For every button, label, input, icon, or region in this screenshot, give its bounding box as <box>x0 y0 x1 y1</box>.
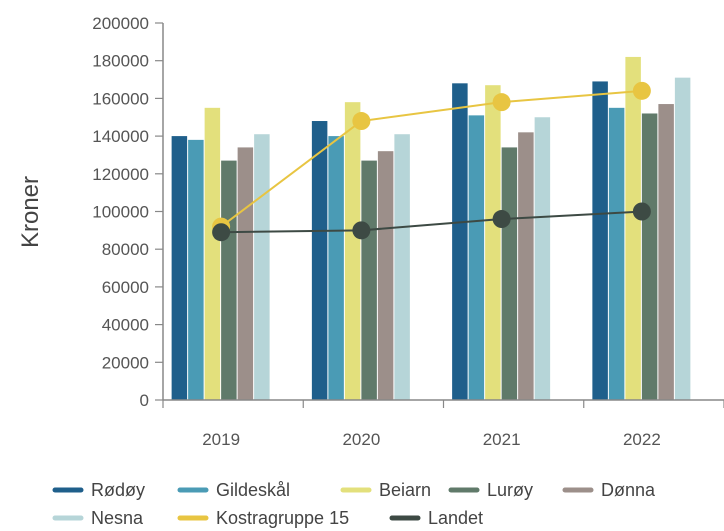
y-tick-label: 120000 <box>92 165 149 184</box>
bar <box>452 83 468 400</box>
bar <box>674 77 691 400</box>
series-point <box>212 223 231 242</box>
legend-label: Landet <box>428 508 483 528</box>
bar <box>468 115 485 401</box>
x-axis: 2019 2020 2021 2022 <box>162 399 724 449</box>
legend-label: Dønna <box>601 480 656 500</box>
bar <box>658 104 674 401</box>
bar <box>328 136 344 400</box>
series-point <box>352 112 371 131</box>
legend-label: Rødøy <box>91 480 145 500</box>
bar-group <box>171 56 691 401</box>
series-point <box>632 202 651 221</box>
y-tick-label: 40000 <box>102 316 149 335</box>
x-tick-label: 2022 <box>623 430 661 449</box>
y-tick-label: 160000 <box>92 89 149 108</box>
bar <box>501 147 518 400</box>
series-line <box>221 210 642 234</box>
y-axis-title: Kroner <box>17 176 44 248</box>
series-line <box>220 89 642 228</box>
bar <box>534 117 551 400</box>
y-tick-label: 140000 <box>92 127 149 146</box>
series-point <box>632 81 651 100</box>
bar <box>344 102 361 401</box>
bar <box>485 85 501 400</box>
legend-label: Lurøy <box>487 480 533 500</box>
bar <box>377 151 394 400</box>
series-point <box>352 221 371 240</box>
legend: Rødøy Gildeskål Beiarn Lurøy Dønna Nesna Kostr… <box>52 480 656 528</box>
bar <box>171 136 188 400</box>
y-tick-label: 0 <box>140 391 149 410</box>
y-tick-label: 80000 <box>102 240 149 259</box>
bar <box>254 134 270 400</box>
series-point <box>492 93 511 112</box>
y-tick-label: 200000 <box>92 14 149 33</box>
bar <box>188 139 204 400</box>
x-tick-label: 2021 <box>483 430 521 449</box>
bar <box>518 132 534 400</box>
y-tick-label: 180000 <box>92 52 149 71</box>
bar <box>361 160 377 400</box>
bar <box>311 121 328 401</box>
y-axis: 0 20000 40000 60000 80000 100000 120000 140000 1… <box>92 14 164 410</box>
bar <box>592 81 608 400</box>
legend-label: Beiarn <box>379 480 431 500</box>
legend-label: Gildeskål <box>216 480 290 500</box>
y-tick-label: 20000 <box>102 353 149 372</box>
bar <box>237 147 254 400</box>
bar <box>625 56 641 401</box>
bar <box>641 113 658 400</box>
line-group <box>212 81 651 242</box>
bar <box>394 134 410 400</box>
bar <box>221 160 237 400</box>
legend-label: Kostragruppe 15 <box>216 508 349 528</box>
legend-label: Nesna <box>91 508 144 528</box>
x-tick-label: 2020 <box>342 430 380 449</box>
bar <box>204 107 221 400</box>
bar <box>608 107 625 400</box>
y-tick-label: 100000 <box>92 203 149 222</box>
y-tick-label: 60000 <box>102 278 149 297</box>
x-tick-label: 2019 <box>202 430 240 449</box>
series-point <box>492 210 511 229</box>
